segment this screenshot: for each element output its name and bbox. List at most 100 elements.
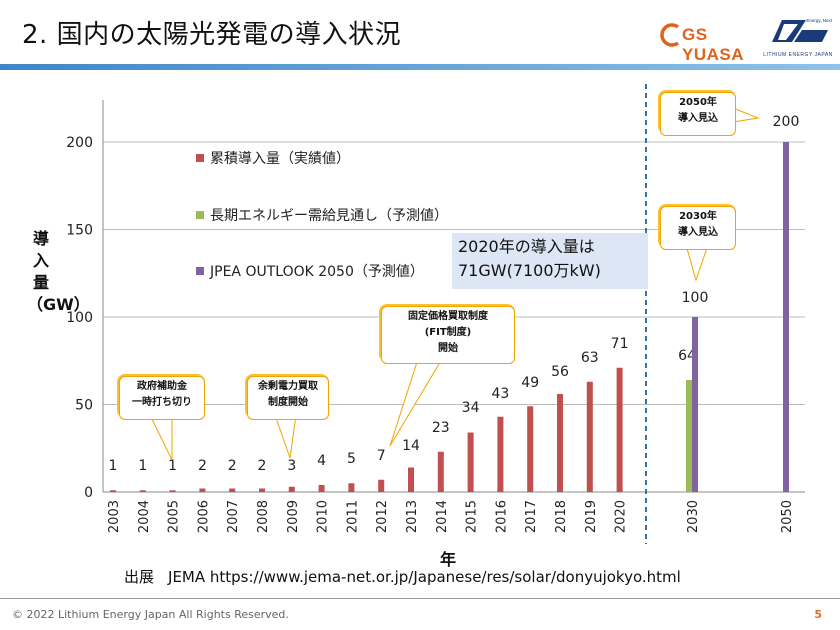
x-tick-label: 2006 [196, 500, 211, 533]
x-axis-label: 年 [440, 550, 457, 569]
x-tick-label: 2020 [614, 500, 629, 533]
annotation-subsidy-line1: 政府補助金 [137, 381, 187, 392]
annotation-2050-line1: 2050年 [679, 97, 717, 108]
data-label: 1 [168, 458, 177, 474]
copyright-text: © 2022 Lithium Energy Japan All Rights R… [12, 608, 289, 621]
data-label: 63 [581, 350, 599, 366]
x-tick-label: 2013 [405, 500, 420, 533]
data-label: 56 [551, 364, 569, 380]
legend-item-jpea: JPEA OUTLOOK 2050（予測値） [196, 261, 424, 281]
bar-2019-series-0 [586, 381, 593, 492]
annotation-fit-line2: (FIT制度) [424, 327, 472, 338]
x-tick-label: 2016 [494, 500, 509, 533]
bar-2016-series-0 [497, 416, 504, 492]
lej-tagline: Energy, Next [806, 18, 832, 23]
bar-2030-series-1 [686, 380, 692, 492]
data-label: 34 [462, 400, 480, 416]
x-tick-label: 2050 [780, 500, 795, 533]
y-tick-label: 150 [66, 223, 93, 239]
x-tick-label: 2019 [584, 500, 599, 533]
lej-mark-icon [772, 20, 828, 42]
x-tick-label: 2018 [554, 500, 569, 533]
bar-2006-series-0 [199, 488, 206, 492]
source-text: JEMA https://www.jema-net.or.jp/Japanese… [168, 568, 681, 586]
lej-logo-text: LITHIUM ENERGY JAPAN [763, 52, 833, 58]
source-citation: 出展 JEMA https://www.jema-net.or.jp/Japane… [124, 566, 681, 587]
data-label: 1 [138, 458, 147, 474]
data-label: 2 [198, 458, 207, 474]
bar-2005-series-0 [169, 490, 176, 492]
x-tick-label: 2003 [107, 500, 122, 533]
data-label: 43 [491, 386, 509, 402]
footer-divider [0, 598, 840, 599]
info-callout-line2: 71GW(7100万kW) [458, 261, 601, 280]
annotation-2030-outlook: 2030年 導入見込 [660, 206, 736, 250]
data-label: 5 [347, 451, 356, 467]
y-tick-label: 0 [84, 485, 93, 501]
annotation-2050-line2: 導入見込 [678, 113, 718, 124]
bar-2008-series-0 [259, 488, 265, 492]
bar-2015-series-0 [467, 432, 474, 492]
data-label: 100 [682, 290, 709, 306]
data-label: 2 [258, 458, 267, 474]
source-label: 出展 [124, 568, 155, 586]
header-divider [0, 64, 840, 70]
gs-yuasa-logo-text: GS YUASA [682, 25, 745, 64]
bar-2018-series-0 [557, 394, 563, 492]
y-tick-label: 200 [66, 135, 93, 151]
annotation-pointer-3 [685, 244, 709, 282]
bar-2020-series-0 [616, 367, 623, 492]
bar-2011-series-0 [348, 483, 355, 492]
bar-2003-series-0 [110, 490, 116, 492]
annotation-pointer-0 [149, 414, 173, 461]
bar-2010-series-0 [318, 485, 325, 492]
data-label: 23 [432, 420, 450, 436]
x-tick-label: 2010 [316, 500, 331, 533]
x-tick-label: 2004 [137, 500, 152, 533]
bar-2013-series-0 [408, 467, 414, 492]
annotation-surplus-line1: 余剰電力買取 [258, 381, 318, 392]
data-label: 71 [611, 336, 629, 352]
bar-2012-series-0 [378, 479, 385, 492]
bar-2030-series-2 [692, 317, 698, 492]
data-label: 200 [773, 114, 800, 130]
data-label: 1 [109, 458, 118, 474]
x-tick-label: 2014 [435, 500, 450, 533]
legend-label-actual: 累積導入量（実績値） [210, 151, 350, 167]
legend-swatch-actual [196, 154, 204, 162]
legend-label-long-term: 長期エネルギー需給見通し（予測値） [210, 208, 448, 224]
annotation-2050-outlook: 2050年 導入見込 [660, 92, 736, 136]
data-label: 4 [317, 453, 326, 469]
x-tick-label: 2030 [686, 500, 701, 533]
data-label: 14 [402, 438, 420, 454]
x-tick-label: 2017 [524, 500, 539, 533]
x-tick-label: 2011 [345, 500, 360, 533]
x-tick-label: 2008 [256, 500, 271, 533]
x-tick-label: 2005 [167, 500, 182, 533]
annotation-pointer-1 [274, 414, 297, 459]
legend-item-long-term: 長期エネルギー需給見通し（予測値） [196, 205, 448, 225]
legend-label-jpea: JPEA OUTLOOK 2050（予測値） [210, 264, 424, 280]
bar-2004-series-0 [139, 490, 146, 492]
annotation-2030-line2: 導入見込 [678, 227, 718, 238]
x-tick-label: 2015 [465, 500, 480, 533]
y-axis-label: 導入量（GW） [27, 229, 90, 314]
data-label: 49 [521, 375, 539, 391]
annotation-2030-line1: 2030年 [679, 211, 717, 222]
data-label: 7 [377, 448, 386, 464]
lithium-energy-japan-logo: Energy, Next LITHIUM ENERGY JAPAN [762, 14, 834, 60]
x-tick-label: 2007 [226, 500, 241, 533]
annotation-subsidy-suspended: 政府補助金 一時打ち切り [119, 376, 205, 420]
bar-2007-series-0 [229, 488, 236, 492]
y-tick-label: 50 [75, 398, 93, 414]
annotation-surplus-line2: 制度開始 [268, 397, 308, 408]
bar-2014-series-0 [437, 451, 444, 492]
annotation-surplus-purchase: 余剰電力買取 制度開始 [247, 376, 329, 420]
legend-swatch-long-term [196, 211, 204, 219]
annotation-fit-line3: 開始 [438, 343, 458, 354]
legend-item-actual: 累積導入量（実績値） [196, 148, 350, 168]
annotation-fit-start: 固定価格買取制度 (FIT制度) 開始 [381, 306, 515, 364]
data-label: 3 [287, 458, 296, 474]
info-callout-line1: 2020年の導入量は [458, 237, 595, 256]
